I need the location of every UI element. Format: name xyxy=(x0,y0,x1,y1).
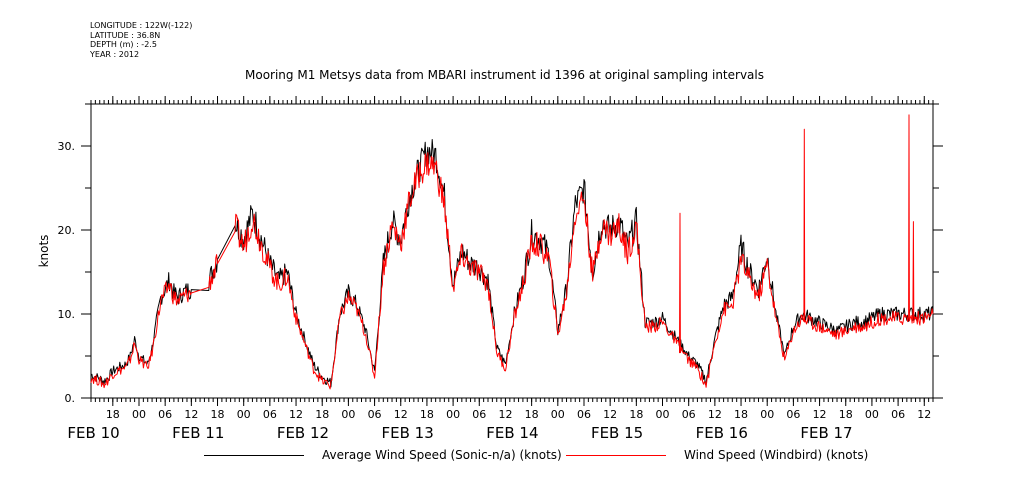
x-day-label: FEB 16 xyxy=(696,424,748,442)
x-day-label: FEB 11 xyxy=(172,424,224,442)
y-tick-label: 10. xyxy=(58,308,76,321)
x-day-label: FEB 10 xyxy=(67,424,119,442)
legend-label-windbird: Wind Speed (Windbird) (knots) xyxy=(684,448,869,462)
series-line-windbird xyxy=(90,114,934,390)
x-day-label: FEB 14 xyxy=(486,424,538,442)
x-tick-label: 00 xyxy=(551,408,565,421)
x-tick-label: 06 xyxy=(786,408,800,421)
x-tick-label: 12 xyxy=(498,408,512,421)
x-tick-label: 18 xyxy=(211,408,225,421)
x-tick-label: 06 xyxy=(682,408,696,421)
x-tick-label: 12 xyxy=(394,408,408,421)
x-tick-label: 18 xyxy=(106,408,120,421)
x-tick-label: 18 xyxy=(839,408,853,421)
latitude-label: LATITUDE : 36.8N xyxy=(90,30,161,40)
x-tick-label: 06 xyxy=(577,408,591,421)
x-day-label: FEB 17 xyxy=(800,424,852,442)
x-tick-label: 18 xyxy=(420,408,434,421)
x-day-label: FEB 12 xyxy=(277,424,329,442)
x-tick-label: 00 xyxy=(446,408,460,421)
x-tick-label: 06 xyxy=(472,408,486,421)
x-tick-label: 18 xyxy=(315,408,329,421)
x-tick-label: 00 xyxy=(760,408,774,421)
chart-title: Mooring M1 Metsys data from MBARI instru… xyxy=(245,68,764,82)
x-tick-label: 12 xyxy=(603,408,617,421)
metadata-block: LONGITUDE : 122W(-122) LATITUDE : 36.8N … xyxy=(90,21,192,59)
legend-series-windbird: Wind Speed (Windbird) (knots) xyxy=(566,448,868,462)
y-tick-label: 20. xyxy=(58,224,76,237)
y-tick-label: 30. xyxy=(58,140,76,153)
x-tick-label: 00 xyxy=(865,408,879,421)
x-tick-label: 06 xyxy=(158,408,172,421)
x-tick-label: 18 xyxy=(525,408,539,421)
x-day-label: FEB 13 xyxy=(382,424,434,442)
x-tick-label: 12 xyxy=(184,408,198,421)
longitude-label: LONGITUDE : 122W(-122) xyxy=(90,21,193,30)
legend-label-sonic: Average Wind Speed (Sonic-n/a) (knots) xyxy=(322,448,562,462)
x-tick-label: 12 xyxy=(917,408,931,421)
x-tick-label: 18 xyxy=(734,408,748,421)
x-tick-label: 12 xyxy=(708,408,722,421)
y-axis-label: knots xyxy=(37,235,51,268)
x-tick-label: 06 xyxy=(263,408,277,421)
legend-series-sonic: Average Wind Speed (Sonic-n/a) (knots) xyxy=(204,448,562,462)
legend-line-windbird xyxy=(566,455,666,456)
x-day-label: FEB 15 xyxy=(591,424,643,442)
y-tick-label: 0. xyxy=(65,392,76,405)
year-label: YEAR : 2012 xyxy=(90,49,140,59)
legend-line-sonic xyxy=(204,455,304,456)
x-tick-label: 00 xyxy=(132,408,146,421)
x-tick-label: 12 xyxy=(289,408,303,421)
x-tick-label: 00 xyxy=(341,408,355,421)
x-tick-label: 00 xyxy=(237,408,251,421)
x-tick-label: 06 xyxy=(891,408,905,421)
x-tick-label: 18 xyxy=(629,408,643,421)
plot-frame xyxy=(90,103,934,399)
x-tick-label: 06 xyxy=(368,408,382,421)
x-tick-label: 00 xyxy=(656,408,670,421)
depth-label: DEPTH (m) : -2.5 xyxy=(90,40,157,49)
x-tick-label: 12 xyxy=(813,408,827,421)
